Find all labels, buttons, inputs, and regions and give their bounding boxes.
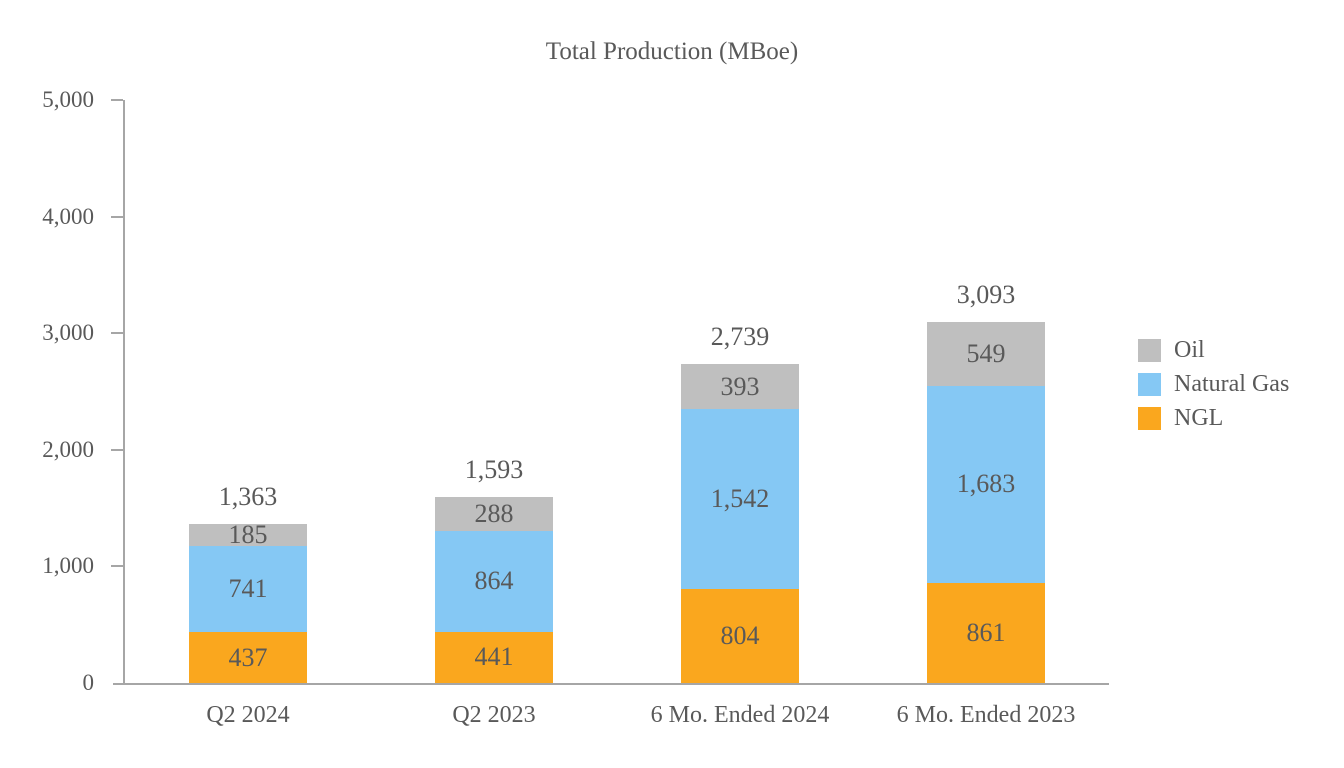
y-tick-label: 0 <box>82 670 95 695</box>
bar-segment-ngl <box>435 631 553 683</box>
bar-segment-ngl <box>927 582 1045 683</box>
y-tick-mark <box>111 565 123 568</box>
segment-value-label: 549 <box>966 339 1006 369</box>
y-tick-mark <box>111 215 123 218</box>
bar-segment-oil <box>189 524 307 546</box>
segment-value-label: 441 <box>474 642 514 672</box>
bar-segment-oil <box>681 363 799 410</box>
bar-total-label: 2,739 <box>710 321 770 351</box>
segment-value-label: 861 <box>966 617 1006 647</box>
bar-total-label: 1,593 <box>464 455 524 485</box>
bar-segment-natural-gas <box>927 386 1045 583</box>
legend: Oil Natural Gas NGL <box>1138 338 1289 440</box>
y-tick-label: 1,000 <box>42 553 94 579</box>
segment-value-label: 864 <box>474 566 514 596</box>
chart-title: Total Production (MBoe) <box>545 38 799 65</box>
legend-item-oil: Oil <box>1138 338 1289 362</box>
segment-value-label: 1,683 <box>956 469 1016 499</box>
y-tick-label: 3,000 <box>42 320 94 346</box>
y-tick-mark <box>111 332 123 335</box>
y-tick-label: 4,000 <box>42 203 94 229</box>
segment-value-label: 804 <box>720 621 760 651</box>
bar-segment-oil <box>435 497 553 531</box>
bar-total-label: 1,363 <box>218 482 278 512</box>
segment-value-label: 741 <box>228 573 268 603</box>
segment-value-label: 185 <box>228 519 268 549</box>
y-tick-mark <box>111 99 123 101</box>
legend-item-ngl: NGL <box>1138 406 1289 430</box>
segment-value-label: 1,542 <box>710 484 770 514</box>
legend-swatch-icon <box>1138 338 1161 362</box>
legend-label: NGL <box>1174 405 1224 431</box>
legend-swatch-icon <box>1138 372 1161 396</box>
y-tick-mark <box>111 448 123 451</box>
segment-value-label: 437 <box>228 642 268 672</box>
x-category-label: 6 Mo. Ended 2023 <box>896 702 1076 728</box>
y-tick-label: 5,000 <box>42 87 94 112</box>
x-category-label: Q2 2023 <box>452 702 536 728</box>
segment-value-label: 288 <box>474 499 514 529</box>
bar-segment-natural-gas <box>681 409 799 590</box>
bar-segment-natural-gas <box>435 530 553 632</box>
x-axis-line <box>113 683 1109 685</box>
bar-segment-oil <box>927 322 1045 387</box>
legend-swatch-icon <box>1138 406 1161 430</box>
bar-segment-natural-gas <box>189 545 307 633</box>
bar-total-label: 3,093 <box>956 280 1016 310</box>
legend-label: Oil <box>1174 337 1205 363</box>
bar-segment-ngl <box>189 632 307 683</box>
legend-label: Natural Gas <box>1174 371 1290 397</box>
bar-segment-ngl <box>681 589 799 683</box>
legend-item-natural-gas: Natural Gas <box>1138 372 1289 396</box>
x-category-label: 6 Mo. Ended 2024 <box>650 702 830 728</box>
y-tick-label: 2,000 <box>42 436 94 462</box>
y-axis-line <box>123 100 125 685</box>
x-category-label: Q2 2024 <box>206 702 290 728</box>
segment-value-label: 393 <box>720 371 760 401</box>
